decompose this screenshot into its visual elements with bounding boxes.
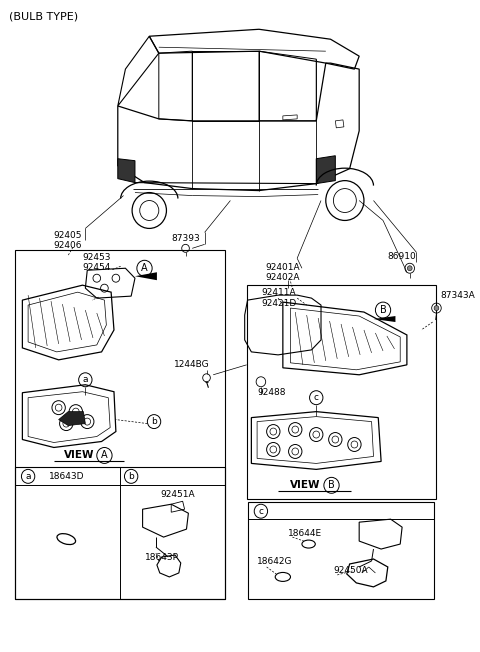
Text: 1244BG: 1244BG [174, 361, 210, 369]
Text: c: c [314, 393, 319, 402]
Text: 92450A: 92450A [334, 567, 368, 576]
Text: a: a [83, 376, 88, 384]
Text: VIEW: VIEW [64, 451, 95, 460]
Text: 87393: 87393 [171, 234, 200, 243]
Text: 18644E: 18644E [288, 529, 322, 538]
Text: 18642G: 18642G [257, 557, 293, 567]
Text: 18643P: 18643P [144, 552, 179, 561]
Polygon shape [316, 156, 336, 184]
Polygon shape [59, 411, 85, 426]
Bar [247, 285, 435, 499]
Text: 92405
92406: 92405 92406 [54, 231, 83, 250]
Bar [15, 467, 225, 599]
Text: 92401A
92402A: 92401A 92402A [265, 263, 300, 282]
Text: A: A [101, 451, 108, 460]
Text: 18643D: 18643D [49, 472, 84, 481]
Text: (BULB TYPE): (BULB TYPE) [9, 11, 78, 22]
Text: 92453
92454: 92453 92454 [83, 252, 111, 272]
Text: a: a [25, 472, 31, 481]
Bar [248, 502, 433, 599]
Polygon shape [118, 158, 135, 183]
Text: VIEW: VIEW [289, 481, 320, 490]
Polygon shape [373, 316, 396, 322]
Text: 87343A: 87343A [440, 291, 475, 300]
Text: B: B [380, 305, 386, 315]
Circle shape [408, 266, 412, 271]
Text: b: b [151, 417, 157, 426]
Text: 92488: 92488 [257, 388, 286, 397]
Text: B: B [328, 481, 335, 490]
Text: 92451A: 92451A [161, 490, 195, 499]
Text: 92411A
92421D: 92411A 92421D [261, 288, 296, 308]
Polygon shape [135, 273, 157, 280]
Text: c: c [258, 507, 264, 516]
Text: b: b [128, 472, 134, 481]
Text: A: A [141, 263, 148, 273]
Circle shape [434, 306, 439, 310]
Bar [15, 250, 225, 599]
Text: 86910: 86910 [388, 252, 417, 261]
